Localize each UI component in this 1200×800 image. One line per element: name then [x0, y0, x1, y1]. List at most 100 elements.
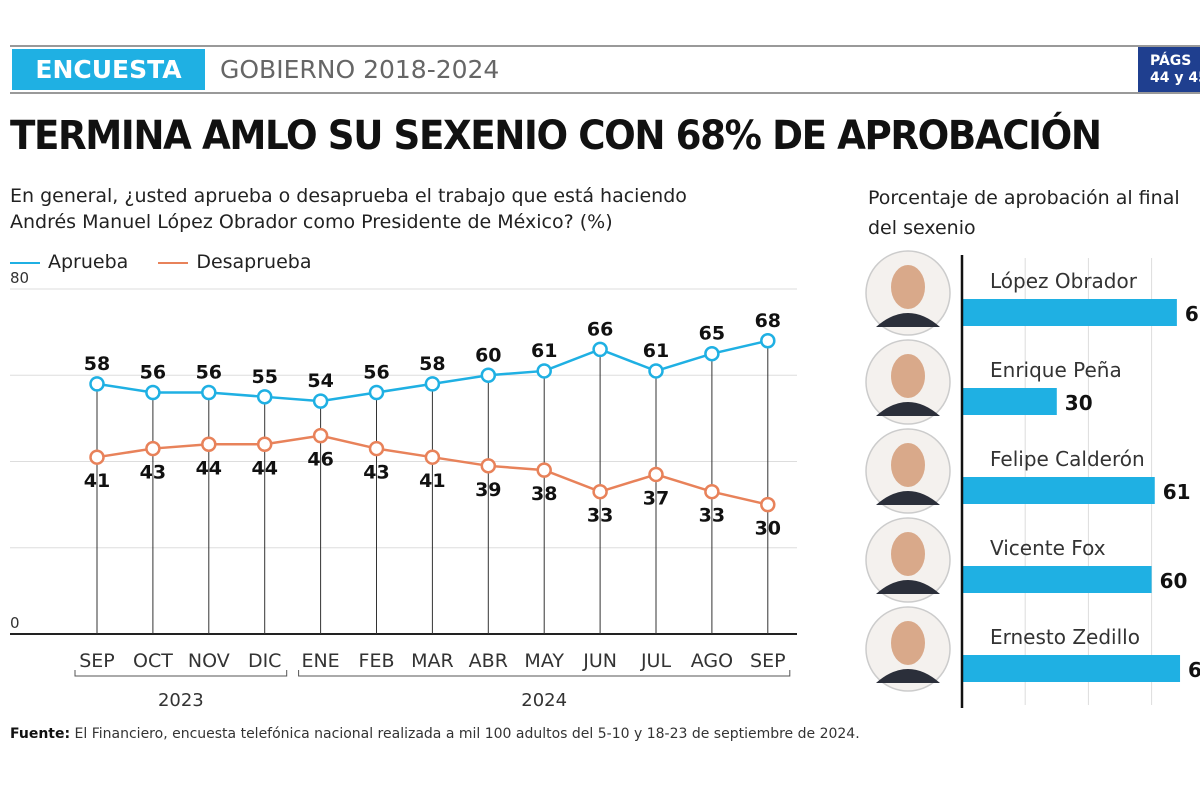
source-text: El Financiero, encuesta telefónica nacio… [70, 726, 860, 742]
portrait-face [891, 265, 925, 309]
bar-value-label: 60 [1160, 569, 1188, 593]
data-point [648, 466, 664, 483]
data-point [312, 393, 329, 409]
portrait-face [891, 532, 925, 576]
title-line: Porcentaje de aprobación al final [868, 187, 1180, 209]
data-point [704, 483, 720, 500]
bar-category-label: Vicente Fox [990, 536, 1106, 560]
legend-item-desaprueba: Desaprueba [158, 251, 311, 273]
data-label: 41 [419, 470, 445, 492]
bar-value-label: 69 [1188, 658, 1200, 682]
data-label: 58 [419, 353, 445, 375]
data-point [760, 333, 776, 349]
x-tick-label: JUL [640, 650, 672, 672]
bar [962, 299, 1177, 326]
bar-category-label: Ernesto Zedillo [990, 625, 1140, 649]
year-label: 2023 [158, 690, 204, 711]
y-tick-label: 80 [10, 269, 29, 287]
data-point [368, 440, 385, 457]
year-bracket [74, 670, 288, 677]
legend-label: Aprueba [48, 251, 129, 273]
x-tick-label: MAY [524, 650, 564, 672]
year-label: 2024 [521, 690, 567, 711]
question-line: En general, ¿usted aprueba o desaprueba … [10, 185, 687, 207]
x-tick-label: MAR [411, 650, 454, 672]
data-label: 58 [84, 353, 110, 375]
data-label: 43 [363, 462, 389, 484]
bar-value-label: 61 [1163, 480, 1191, 504]
portrait-face [891, 354, 925, 398]
x-tick-label: SEP [79, 650, 115, 672]
section-header: ENCUESTA GOBIERNO 2018-2024 PÁGS 44 y 45 [10, 45, 1200, 94]
source-note: Fuente: El Financiero, encuesta telefóni… [10, 726, 860, 742]
data-label: 39 [475, 479, 501, 501]
data-label: 65 [699, 323, 725, 345]
data-label: 41 [84, 470, 110, 492]
data-point [368, 384, 385, 401]
data-label: 46 [307, 449, 333, 471]
bar [962, 477, 1155, 504]
x-tick-label: ENE [301, 650, 339, 672]
bar [962, 655, 1181, 682]
bar-value-label: 68 [1185, 302, 1200, 326]
portrait-suit [876, 669, 940, 683]
data-point [648, 363, 664, 379]
bar [962, 566, 1152, 593]
section-tag: ENCUESTA [12, 49, 205, 90]
source-label: Fuente: [10, 726, 71, 742]
pages-numbers: 44 y 45 [1150, 70, 1200, 86]
portrait-suit [876, 313, 940, 327]
y-tick-label: 0 [10, 614, 20, 632]
data-point [201, 384, 217, 401]
bar [962, 388, 1057, 415]
portrait-suit [876, 491, 940, 505]
data-label: 54 [307, 370, 333, 392]
bar-category-label: Felipe Calderón [990, 447, 1145, 471]
portrait-face [891, 621, 925, 665]
x-tick-label: ABR [469, 650, 508, 672]
data-point [89, 449, 105, 465]
data-label: 68 [755, 310, 781, 332]
portrait-suit [876, 402, 940, 416]
section-name: GOBIERNO 2018-2024 [220, 55, 500, 84]
data-point [536, 363, 552, 379]
data-point [592, 341, 608, 358]
data-label: 56 [196, 362, 222, 384]
data-label: 38 [531, 483, 557, 505]
x-tick-label: AGO [691, 650, 733, 672]
data-point [592, 483, 608, 500]
x-tick-label: OCT [133, 650, 173, 672]
legend: Aprueba Desaprueba [10, 251, 311, 273]
portrait-face [891, 443, 925, 487]
data-label: 56 [363, 362, 389, 384]
data-label: 30 [755, 518, 781, 540]
bar-category-label: López Obrador [990, 269, 1138, 293]
bar-category-label: Enrique Peña [990, 358, 1122, 382]
data-point [256, 389, 273, 405]
x-tick-label: FEB [359, 650, 395, 672]
data-label: 61 [643, 340, 669, 362]
data-point [536, 462, 552, 478]
x-tick-label: SEP [750, 650, 786, 672]
data-label: 44 [196, 457, 222, 479]
data-point [145, 384, 161, 401]
bar-chart-title: Porcentaje de aprobación al final del se… [868, 183, 1180, 243]
data-label: 43 [140, 462, 166, 484]
data-label: 33 [699, 505, 725, 527]
legend-item-aprueba: Aprueba [10, 251, 128, 273]
data-label: 60 [475, 344, 501, 366]
data-label: 33 [587, 505, 613, 527]
data-label: 55 [251, 366, 277, 388]
data-label: 61 [531, 340, 557, 362]
data-point [145, 440, 161, 457]
data-point [256, 436, 273, 452]
data-point [424, 376, 441, 392]
chart-question: En general, ¿usted aprueba o desaprueba … [10, 183, 687, 235]
data-point [480, 367, 497, 383]
data-label: 66 [587, 318, 613, 340]
data-label: 37 [643, 487, 669, 509]
data-label: 44 [251, 457, 277, 479]
data-point [201, 436, 217, 452]
question-line: Andrés Manuel López Obrador como Preside… [10, 211, 613, 233]
